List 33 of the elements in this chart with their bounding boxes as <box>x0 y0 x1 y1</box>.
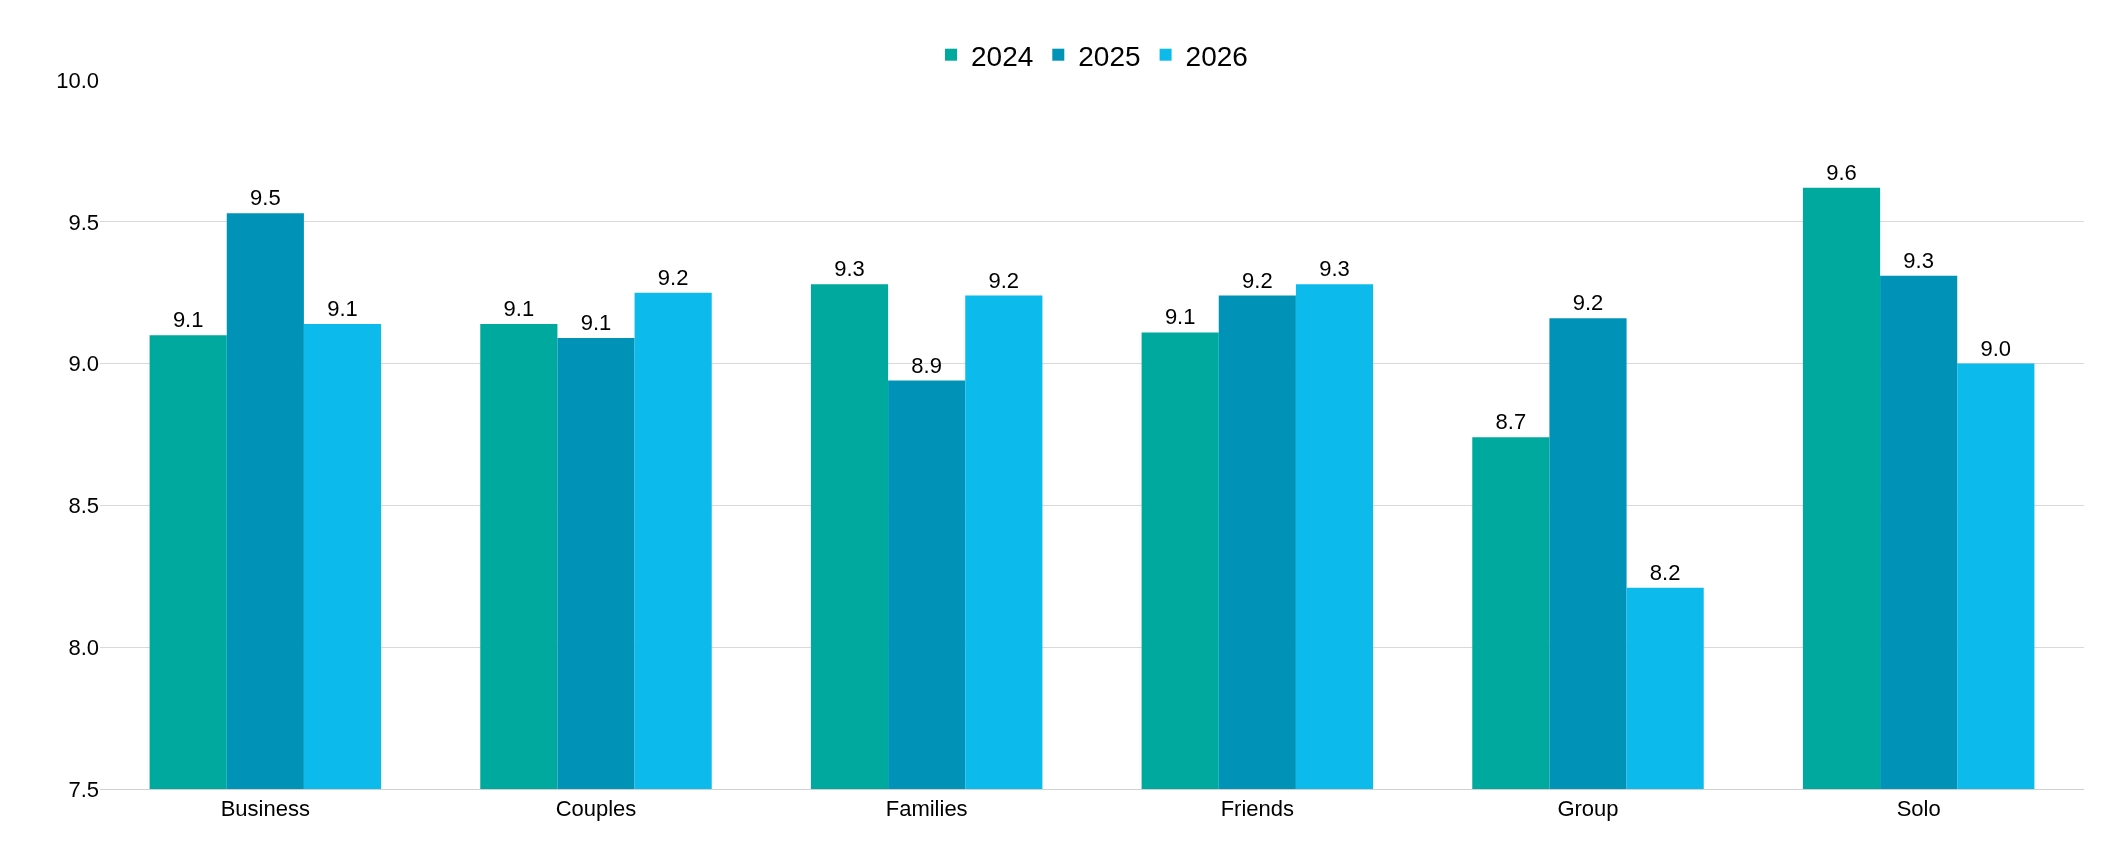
data-label: 9.5 <box>250 185 281 211</box>
data-label: 8.2 <box>1649 559 1681 585</box>
data-label: 9.1 <box>503 295 535 321</box>
data-label: 9.1 <box>1164 304 1196 330</box>
data-label: 9.3 <box>834 256 865 282</box>
data-label: 9.6 <box>1826 159 1857 185</box>
data-label: 8.7 <box>1495 409 1527 435</box>
y-tick-label: 8.0 <box>68 634 99 660</box>
y-tick-label: 9.5 <box>68 209 99 235</box>
y-tick-label: 9.0 <box>68 351 99 377</box>
data-label: 9.1 <box>327 295 358 321</box>
y-tick-label: 7.5 <box>68 776 99 802</box>
y-tick-label: 8.5 <box>68 493 99 519</box>
x-tick-label: Solo <box>1896 796 1941 822</box>
data-label: 9.2 <box>657 264 689 290</box>
x-tick-label: Couples <box>555 796 637 822</box>
legend-label: 2025 <box>1078 40 1141 72</box>
data-label: 9.3 <box>1319 256 1350 282</box>
x-tick-label: Business <box>220 796 310 822</box>
data-label: 9.2 <box>988 267 1020 293</box>
data-label: 9.1 <box>580 310 612 336</box>
legend-label: 2026 <box>1185 40 1248 72</box>
data-label: 9.3 <box>1903 247 1934 273</box>
x-tick-label: Friends <box>1220 796 1295 822</box>
data-label: 8.9 <box>911 352 942 378</box>
legend-label: 2024 <box>971 40 1034 72</box>
data-label: 9.1 <box>172 307 204 333</box>
x-tick-label: Families <box>885 796 968 822</box>
data-label: 9.2 <box>1242 267 1273 293</box>
x-tick-label: Group <box>1557 796 1619 822</box>
y-tick-label: 10.0 <box>56 67 99 93</box>
data-label: 9.0 <box>1980 335 2012 361</box>
data-label: 9.2 <box>1572 290 1604 316</box>
